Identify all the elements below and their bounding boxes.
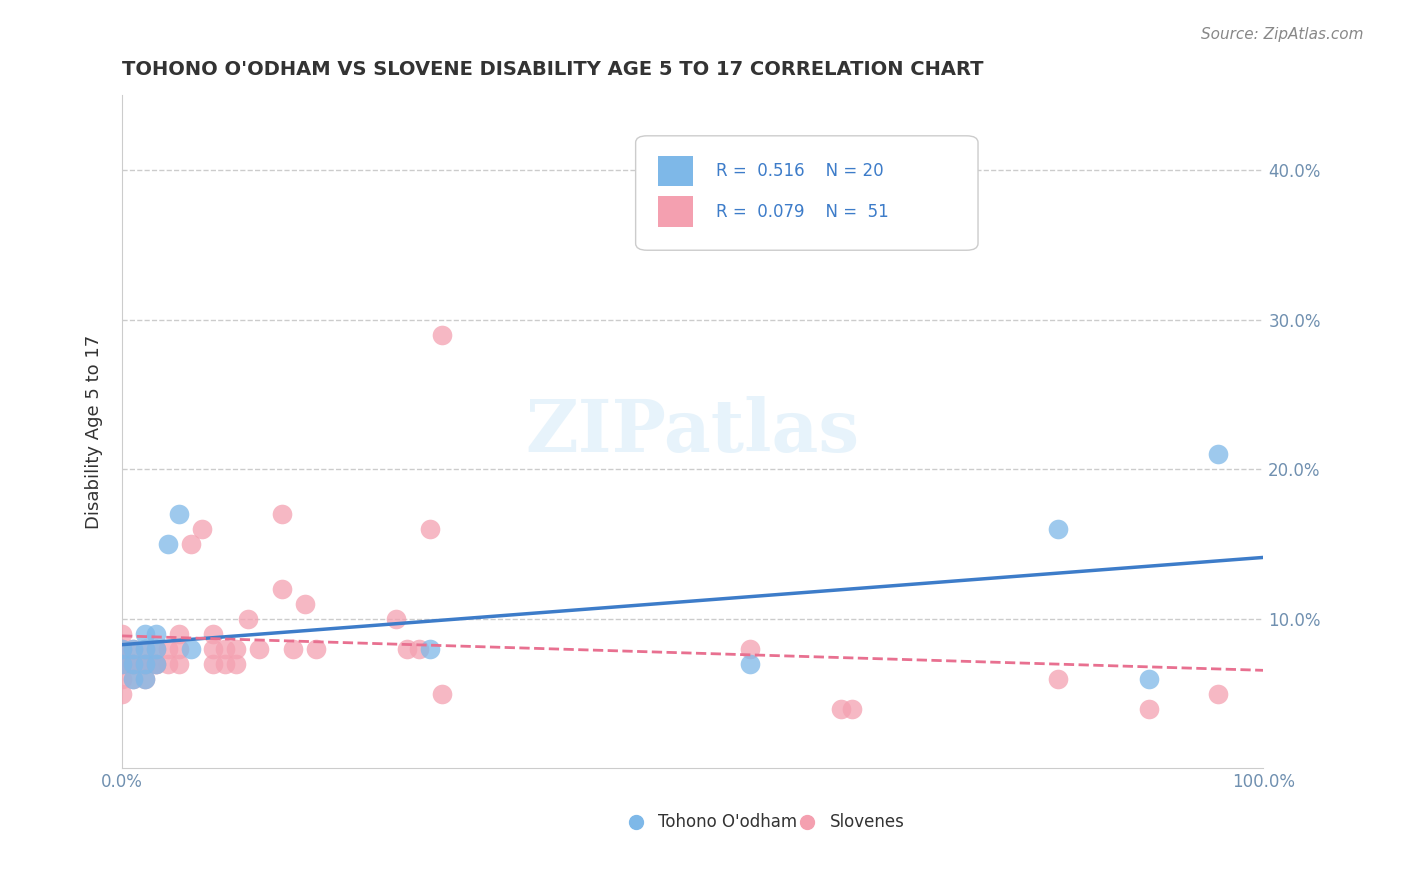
- Point: [111, 641, 134, 656]
- Point: [167, 627, 190, 641]
- Point: [134, 672, 156, 686]
- Y-axis label: Disability Age 5 to 17: Disability Age 5 to 17: [86, 334, 103, 529]
- Point: [202, 657, 225, 671]
- Point: [738, 657, 761, 671]
- Point: [145, 627, 167, 641]
- Point: [270, 582, 292, 596]
- Point: [294, 597, 316, 611]
- Point: [180, 641, 202, 656]
- Text: R =  0.079    N =  51: R = 0.079 N = 51: [716, 202, 889, 221]
- Point: [385, 612, 408, 626]
- Point: [111, 657, 134, 671]
- Text: ZIPatlas: ZIPatlas: [526, 396, 859, 467]
- Point: [191, 522, 214, 536]
- Point: [283, 641, 305, 656]
- Point: [408, 641, 430, 656]
- Point: [738, 641, 761, 656]
- Point: [111, 641, 134, 656]
- Point: [167, 641, 190, 656]
- Point: [247, 641, 270, 656]
- Point: [122, 657, 145, 671]
- Text: R =  0.516    N = 20: R = 0.516 N = 20: [716, 161, 883, 180]
- Point: [624, 881, 647, 892]
- Point: [841, 701, 863, 715]
- Point: [236, 612, 259, 626]
- Point: [180, 537, 202, 551]
- Point: [134, 657, 156, 671]
- Point: [134, 657, 156, 671]
- Point: [156, 537, 179, 551]
- Point: [830, 701, 852, 715]
- FancyBboxPatch shape: [658, 196, 693, 227]
- Point: [156, 641, 179, 656]
- Point: [225, 657, 247, 671]
- Point: [1137, 701, 1160, 715]
- Point: [430, 327, 453, 342]
- Point: [214, 657, 236, 671]
- Point: [396, 641, 419, 656]
- Point: [214, 641, 236, 656]
- FancyBboxPatch shape: [636, 136, 979, 251]
- Point: [419, 522, 441, 536]
- Point: [111, 641, 134, 656]
- Point: [111, 627, 134, 641]
- Text: Slovenes: Slovenes: [830, 814, 904, 831]
- Point: [145, 657, 167, 671]
- Point: [167, 507, 190, 521]
- Point: [167, 657, 190, 671]
- Point: [305, 641, 328, 656]
- Point: [156, 657, 179, 671]
- Point: [134, 672, 156, 686]
- Point: [111, 687, 134, 701]
- Point: [111, 657, 134, 671]
- Point: [270, 507, 292, 521]
- Point: [1137, 672, 1160, 686]
- Point: [1206, 687, 1229, 701]
- Point: [145, 657, 167, 671]
- Point: [134, 641, 156, 656]
- Point: [122, 657, 145, 671]
- Point: [111, 672, 134, 686]
- Text: TOHONO O'ODHAM VS SLOVENE DISABILITY AGE 5 TO 17 CORRELATION CHART: TOHONO O'ODHAM VS SLOVENE DISABILITY AGE…: [122, 60, 984, 78]
- Point: [202, 641, 225, 656]
- Point: [122, 641, 145, 656]
- Point: [419, 641, 441, 656]
- Point: [1206, 447, 1229, 461]
- Point: [202, 627, 225, 641]
- Point: [122, 657, 145, 671]
- Point: [145, 641, 167, 656]
- Text: Source: ZipAtlas.com: Source: ZipAtlas.com: [1201, 27, 1364, 42]
- Point: [122, 672, 145, 686]
- Point: [111, 657, 134, 671]
- Point: [134, 627, 156, 641]
- Point: [225, 641, 247, 656]
- Point: [134, 641, 156, 656]
- Point: [430, 687, 453, 701]
- Point: [122, 672, 145, 686]
- Point: [134, 657, 156, 671]
- Text: Tohono O'odham: Tohono O'odham: [658, 814, 797, 831]
- Point: [796, 881, 818, 892]
- Point: [122, 641, 145, 656]
- Point: [1046, 672, 1069, 686]
- FancyBboxPatch shape: [658, 156, 693, 186]
- Point: [145, 641, 167, 656]
- Point: [1046, 522, 1069, 536]
- Point: [145, 657, 167, 671]
